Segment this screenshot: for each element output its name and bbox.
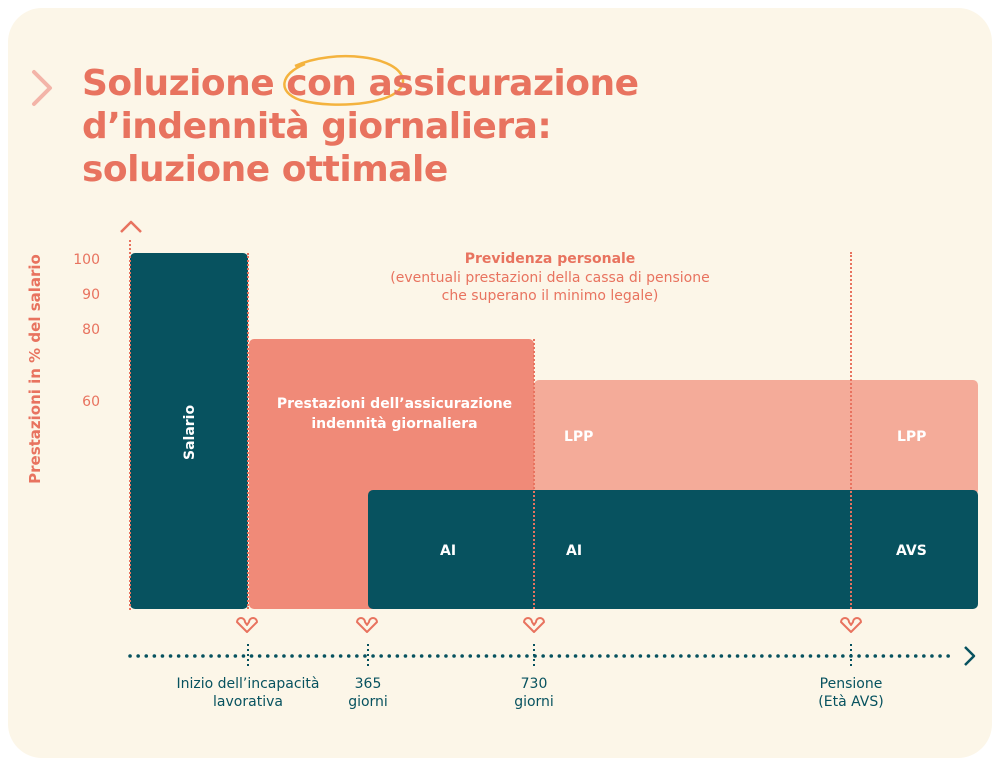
page-title: Soluzione con assicurazione d’indennità g… — [82, 63, 639, 190]
tick-100: 100 — [73, 252, 100, 268]
ai-avs-block — [368, 490, 978, 609]
timeline — [128, 617, 976, 668]
chevron-right-icon — [32, 70, 52, 106]
salary-block — [130, 253, 248, 609]
avs-label: AVS — [896, 543, 927, 559]
personal-provision: Previdenza personale (eventuali prestazi… — [390, 251, 710, 304]
lpp-label: LPP — [564, 429, 594, 445]
dotted-line — [533, 339, 535, 609]
dotted-line — [850, 252, 852, 609]
timeline-label-365: 365 giorni — [348, 676, 388, 710]
chevron-up-icon — [120, 220, 142, 233]
daily-allowance-label: Prestazioni dell’assicurazione indennità… — [276, 396, 513, 432]
highlight-circle — [283, 55, 405, 106]
lpp-label: LPP — [897, 429, 927, 445]
timeline-label-pension: Pensione (Età AVS) — [818, 676, 884, 710]
timeline-label-730: 730 giorni — [514, 676, 554, 710]
ai-label: AI — [566, 543, 583, 559]
dotted-line — [247, 253, 249, 609]
tick-80: 80 — [82, 322, 100, 338]
y-axis-label: Prestazioni in % del salario — [26, 254, 44, 484]
ai-label: AI — [440, 543, 457, 559]
tick-60: 60 — [82, 394, 100, 410]
lpp-block — [534, 380, 978, 495]
tick-90: 90 — [82, 287, 100, 303]
salary-label: Salario — [182, 404, 198, 460]
dotted-line — [129, 240, 131, 610]
chevron-right-icon — [964, 646, 976, 666]
timeline-label-start: Inizio dell’incapacità lavorativa — [176, 676, 320, 710]
